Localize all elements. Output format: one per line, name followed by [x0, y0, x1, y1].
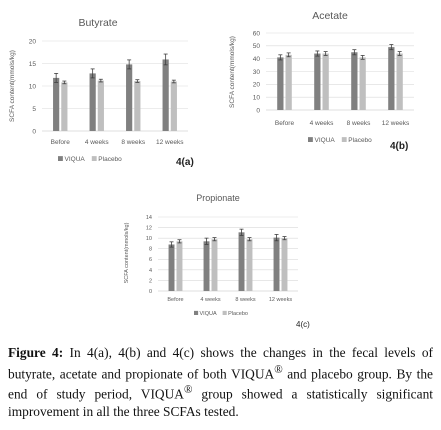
- propionate-category-label-1: 4 weeks: [200, 297, 220, 303]
- propionate-bar-viqua-3: [273, 237, 280, 291]
- acetate-ytick-label-60: 60: [253, 30, 261, 37]
- butyrate-bar-placebo-0: [61, 82, 68, 131]
- propionate-ytick-label-14: 14: [146, 215, 152, 221]
- acetate-y-axis-label: SCFA content(mmols/kg): [229, 36, 236, 108]
- butyrate-legend-label-viqua: VIQUA: [65, 156, 86, 163]
- propionate-ytick-label-4: 4: [149, 268, 152, 274]
- butyrate-ytick-label-10: 10: [29, 83, 37, 90]
- butyrate-category-label-2: 8 weeks: [121, 139, 146, 146]
- acetate-legend-label-placebo: Placebo: [348, 137, 372, 144]
- propionate-category-label-3: 12 weeks: [269, 297, 292, 303]
- propionate-ytick-label-8: 8: [149, 247, 152, 253]
- butyrate-bar-viqua-1: [89, 73, 96, 131]
- butyrate-bar-viqua-3: [162, 59, 169, 132]
- acetate-legend-swatch-viqua: [308, 137, 313, 142]
- acetate-bar-placebo-3: [396, 53, 403, 110]
- propionate-legend-label-viqua: VIQUA: [200, 311, 217, 317]
- acetate-bar-viqua-3: [388, 47, 395, 110]
- propionate-title: Propionate: [196, 193, 240, 203]
- propionate-panel-label: 4(c): [296, 320, 310, 329]
- propionate-ytick-label-10: 10: [146, 236, 152, 242]
- acetate-bar-placebo-2: [359, 57, 366, 110]
- acetate-ytick-label-50: 50: [253, 43, 261, 50]
- propionate-ytick-label-0: 0: [149, 289, 152, 295]
- propionate-bar-placebo-1: [211, 239, 218, 291]
- acetate-legend-label-viqua: VIQUA: [315, 137, 336, 144]
- propionate-bar-placebo-2: [246, 239, 253, 291]
- acetate-ytick-label-20: 20: [253, 82, 261, 89]
- acetate-bar-placebo-1: [322, 53, 329, 110]
- chart-butyrate: Butyrate 0 5 10 15 20 SCFA content(mmols/kg) Be…: [0, 4, 222, 174]
- chart-propionate-svg: Propionate 0 2 4 6 8 10 12 14 SCFA content(mmols/…: [124, 193, 310, 329]
- acetate-ytick-label-10: 10: [253, 94, 261, 101]
- butyrate-bar-viqua-0: [53, 77, 60, 131]
- caption-label: Figure 4:: [8, 345, 64, 360]
- figure-caption: Figure 4: In 4(a), 4(b) and 4(c) shows t…: [8, 344, 433, 421]
- butyrate-bar-placebo-3: [170, 81, 177, 131]
- acetate-category-label-2: 8 weeks: [347, 120, 372, 127]
- propionate-category-label-0: Before: [167, 297, 183, 303]
- propionate-legend-label-placebo: Placebo: [228, 311, 248, 317]
- acetate-category-label-1: 4 weeks: [310, 120, 335, 127]
- caption-text-2: and placebo group. By the end of study p…: [8, 365, 433, 402]
- propionate-ytick-label-6: 6: [149, 257, 152, 263]
- butyrate-y-axis-label: SCFA content(mmols/kg): [9, 50, 16, 122]
- acetate-ytick-label-0: 0: [256, 107, 260, 114]
- chart-acetate: Acetate 0 10 20 30 40 50 60 SCFA content(mmols/k…: [222, 0, 441, 160]
- acetate-bar-viqua-1: [314, 53, 321, 110]
- butyrate-bar-placebo-2: [134, 81, 141, 131]
- acetate-category-label-0: Before: [275, 120, 295, 127]
- acetate-bar-viqua-0: [277, 57, 284, 110]
- propionate-bar-placebo-3: [281, 238, 288, 291]
- acetate-panel-label: 4(b): [390, 141, 408, 152]
- propionate-bar-viqua-2: [238, 232, 245, 291]
- propionate-bar-placebo-0: [176, 241, 183, 291]
- butyrate-bar-placebo-1: [97, 80, 104, 131]
- propionate-y-axis-label: SCFA content(mmols/kg): [124, 222, 130, 283]
- butyrate-category-label-1: 4 weeks: [85, 139, 110, 146]
- acetate-ytick-label-30: 30: [253, 69, 261, 76]
- propionate-ytick-label-12: 12: [146, 225, 152, 231]
- butyrate-legend-label-placebo: Placebo: [98, 156, 122, 163]
- butyrate-category-label-0: Before: [51, 139, 71, 146]
- propionate-bar-viqua-1: [203, 241, 210, 291]
- butyrate-legend-swatch-placebo: [91, 156, 97, 161]
- acetate-bar-viqua-2: [351, 52, 358, 110]
- acetate-legend-swatch-placebo: [341, 137, 347, 142]
- propionate-category-label-2: 8 weeks: [235, 297, 255, 303]
- caption-reg-1: ®: [274, 363, 283, 376]
- propionate-legend-swatch-viqua: [194, 310, 199, 315]
- propionate-bar-viqua-0: [168, 244, 175, 291]
- acetate-title: Acetate: [312, 10, 348, 22]
- propionate-legend-swatch-placebo: [222, 310, 227, 315]
- butyrate-legend-swatch-viqua: [58, 156, 63, 161]
- butyrate-ytick-label-20: 20: [29, 38, 37, 45]
- caption-text-1: In 4(a), 4(b) and 4(c) shows the changes…: [8, 345, 433, 381]
- acetate-bar-placebo-0: [285, 54, 292, 110]
- butyrate-bar-viqua-2: [126, 64, 133, 131]
- caption-reg-2: ®: [183, 384, 193, 397]
- propionate-ytick-label-2: 2: [149, 278, 152, 284]
- butyrate-title: Butyrate: [78, 17, 117, 29]
- caption-text-3: group showed a statistically significant…: [8, 386, 433, 420]
- butyrate-ytick-label-0: 0: [32, 128, 36, 135]
- chart-acetate-svg: Acetate 0 10 20 30 40 50 60 SCFA content(mmols/k…: [229, 10, 414, 152]
- chart-propionate: Propionate 0 2 4 6 8 10 12 14 SCFA content(mmols/…: [118, 186, 323, 331]
- chart-butyrate-svg: Butyrate 0 5 10 15 20 SCFA content(mmols/kg) Be…: [9, 17, 194, 168]
- butyrate-ytick-label-5: 5: [32, 106, 36, 113]
- butyrate-category-label-3: 12 weeks: [156, 139, 184, 146]
- butyrate-ytick-label-15: 15: [29, 61, 37, 68]
- acetate-ytick-label-40: 40: [253, 56, 261, 63]
- butyrate-panel-label: 4(a): [176, 157, 194, 168]
- acetate-category-label-3: 12 weeks: [382, 120, 410, 127]
